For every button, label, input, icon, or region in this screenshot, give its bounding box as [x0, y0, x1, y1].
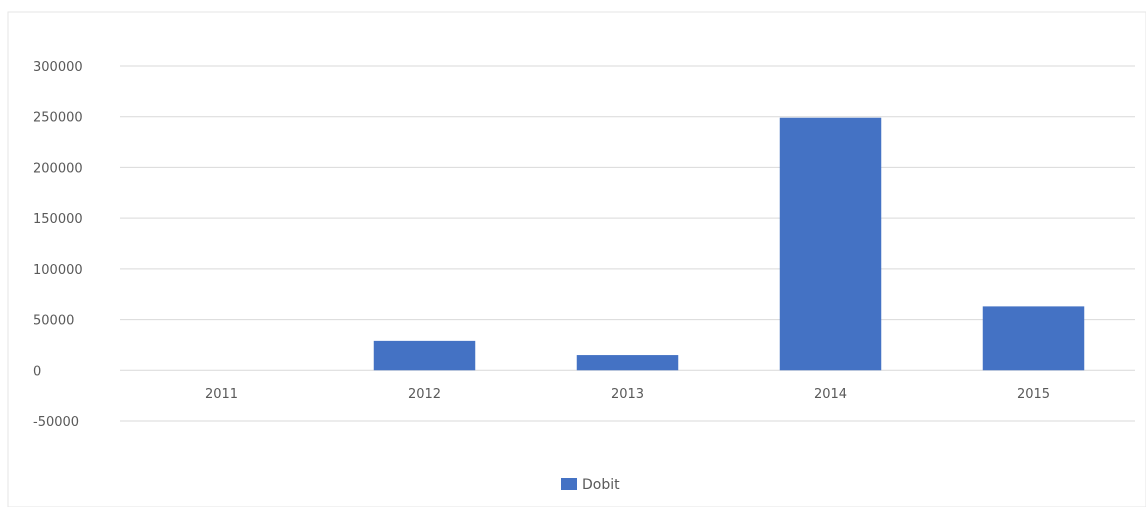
bar-2012 [373, 340, 476, 371]
legend-label-dobit: Dobit [582, 477, 620, 493]
y-tick-label: 300000 [33, 60, 83, 75]
x-tick-label: 2011 [205, 387, 238, 402]
y-tick-label: 150000 [33, 212, 83, 227]
bar-series [373, 117, 1085, 371]
y-tick-label: 200000 [33, 161, 83, 176]
x-tick-label: 2015 [1017, 387, 1050, 402]
bar-2015 [982, 306, 1085, 371]
y-tick-label: 100000 [33, 263, 83, 278]
grid-lines [120, 65, 1135, 422]
y-tick-label: 250000 [33, 111, 83, 126]
bar-2013 [576, 355, 679, 371]
x-tick-label: 2013 [611, 387, 644, 402]
legend: Dobit [561, 477, 620, 493]
y-axis-tick-labels: 300000 250000 200000 150000 100000 50000 0 -500… [33, 60, 83, 430]
x-axis-tick-labels: 2011 2012 2013 2014 2015 [205, 387, 1050, 402]
y-tick-label: 50000 [33, 314, 74, 329]
chart-border [7, 11, 1146, 507]
y-tick-label: -50000 [33, 415, 79, 430]
legend-swatch-dobit [561, 478, 577, 490]
bar-2014 [779, 117, 882, 371]
x-tick-label: 2014 [814, 387, 847, 402]
y-tick-label: 0 [33, 364, 41, 379]
x-tick-label: 2012 [408, 387, 441, 402]
